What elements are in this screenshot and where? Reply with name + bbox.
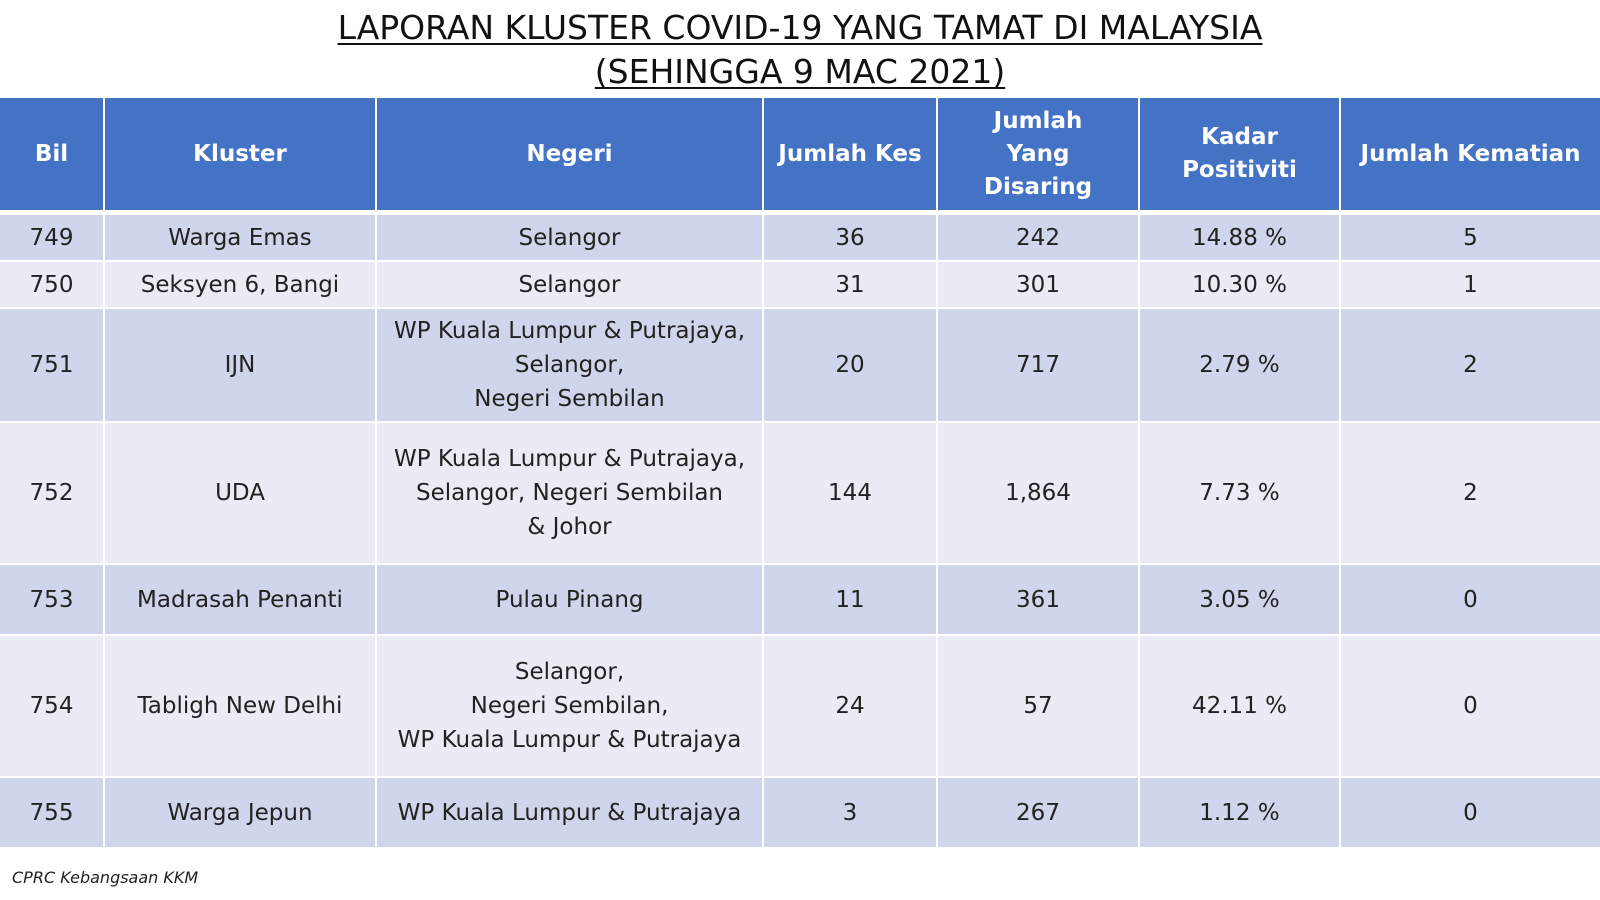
cell-bil: 754	[0, 636, 105, 778]
cell-negeri: Pulau Pinang	[377, 565, 764, 636]
header-kluster[interactable]: Kluster	[105, 98, 377, 215]
cell-jumlah-kematian: 0	[1341, 565, 1600, 636]
table-row: 755 Warga Jepun WP Kuala Lumpur & Putraj…	[0, 778, 1600, 849]
table-body: 749 Warga Emas Selangor 36 242 14.88 % 5…	[0, 215, 1600, 849]
table-row: 754 Tabligh New Delhi Selangor, Negeri S…	[0, 636, 1600, 778]
header-jumlah-kematian[interactable]: Jumlah Kematian	[1341, 98, 1600, 215]
cell-bil: 753	[0, 565, 105, 636]
cluster-table: Bil Kluster Negeri Jumlah Kes Jumlah Yan…	[0, 98, 1600, 849]
cell-negeri: WP Kuala Lumpur & Putrajaya, Selangor, N…	[377, 423, 764, 565]
cell-negeri: Selangor	[377, 262, 764, 309]
cell-jumlah-disaring: 267	[938, 778, 1140, 849]
cell-jumlah-kematian: 2	[1341, 309, 1600, 423]
cell-jumlah-disaring: 242	[938, 215, 1140, 262]
header-row: Bil Kluster Negeri Jumlah Kes Jumlah Yan…	[0, 98, 1600, 215]
cell-kadar-positiviti: 10.30 %	[1140, 262, 1341, 309]
table-row: 751 IJN WP Kuala Lumpur & Putrajaya, Sel…	[0, 309, 1600, 423]
cell-kluster: UDA	[105, 423, 377, 565]
cell-negeri: WP Kuala Lumpur & Putrajaya, Selangor, N…	[377, 309, 764, 423]
cell-kadar-positiviti: 14.88 %	[1140, 215, 1341, 262]
cell-kadar-positiviti: 7.73 %	[1140, 423, 1341, 565]
cell-kluster: Warga Jepun	[105, 778, 377, 849]
cell-bil: 749	[0, 215, 105, 262]
header-jumlah-disaring[interactable]: Jumlah Yang Disaring	[938, 98, 1140, 215]
cell-jumlah-disaring: 361	[938, 565, 1140, 636]
cell-jumlah-kematian: 1	[1341, 262, 1600, 309]
table-row: 750 Seksyen 6, Bangi Selangor 31 301 10.…	[0, 262, 1600, 309]
header-negeri[interactable]: Negeri	[377, 98, 764, 215]
cell-kluster: Tabligh New Delhi	[105, 636, 377, 778]
cell-jumlah-kematian: 5	[1341, 215, 1600, 262]
cell-bil: 750	[0, 262, 105, 309]
cell-kadar-positiviti: 2.79 %	[1140, 309, 1341, 423]
cell-jumlah-kes: 144	[764, 423, 938, 565]
table-header: Bil Kluster Negeri Jumlah Kes Jumlah Yan…	[0, 98, 1600, 215]
table-row: 753 Madrasah Penanti Pulau Pinang 11 361…	[0, 565, 1600, 636]
cell-jumlah-kematian: 2	[1341, 423, 1600, 565]
cell-kadar-positiviti: 42.11 %	[1140, 636, 1341, 778]
cell-bil: 755	[0, 778, 105, 849]
cell-jumlah-disaring: 717	[938, 309, 1140, 423]
header-kadar-positiviti[interactable]: Kadar Positiviti	[1140, 98, 1341, 215]
cell-jumlah-kes: 11	[764, 565, 938, 636]
table-row: 752 UDA WP Kuala Lumpur & Putrajaya, Sel…	[0, 423, 1600, 565]
report-title-line-1: LAPORAN KLUSTER COVID-19 YANG TAMAT DI M…	[337, 8, 1263, 47]
header-jumlah-kes[interactable]: Jumlah Kes	[764, 98, 938, 215]
cell-jumlah-kes: 3	[764, 778, 938, 849]
cell-kluster: Warga Emas	[105, 215, 377, 262]
cell-jumlah-kes: 20	[764, 309, 938, 423]
header-bil[interactable]: Bil	[0, 98, 105, 215]
cell-negeri: WP Kuala Lumpur & Putrajaya	[377, 778, 764, 849]
cell-kadar-positiviti: 3.05 %	[1140, 565, 1341, 636]
cell-jumlah-kes: 31	[764, 262, 938, 309]
cell-jumlah-kes: 36	[764, 215, 938, 262]
cell-jumlah-kes: 24	[764, 636, 938, 778]
report-title-line-2: (SEHINGGA 9 MAC 2021)	[594, 52, 1006, 91]
cell-kluster: IJN	[105, 309, 377, 423]
table-row: 749 Warga Emas Selangor 36 242 14.88 % 5	[0, 215, 1600, 262]
cell-jumlah-disaring: 57	[938, 636, 1140, 778]
cell-jumlah-disaring: 301	[938, 262, 1140, 309]
cell-bil: 751	[0, 309, 105, 423]
source-footer: CPRC Kebangsaan KKM	[12, 868, 199, 887]
cell-kluster: Madrasah Penanti	[105, 565, 377, 636]
cell-jumlah-kematian: 0	[1341, 778, 1600, 849]
cell-kadar-positiviti: 1.12 %	[1140, 778, 1341, 849]
cell-kluster: Seksyen 6, Bangi	[105, 262, 377, 309]
report-title: LAPORAN KLUSTER COVID-19 YANG TAMAT DI M…	[0, 6, 1600, 94]
cell-jumlah-kematian: 0	[1341, 636, 1600, 778]
cell-negeri: Selangor	[377, 215, 764, 262]
cell-bil: 752	[0, 423, 105, 565]
cell-jumlah-disaring: 1,864	[938, 423, 1140, 565]
cell-negeri: Selangor, Negeri Sembilan, WP Kuala Lump…	[377, 636, 764, 778]
